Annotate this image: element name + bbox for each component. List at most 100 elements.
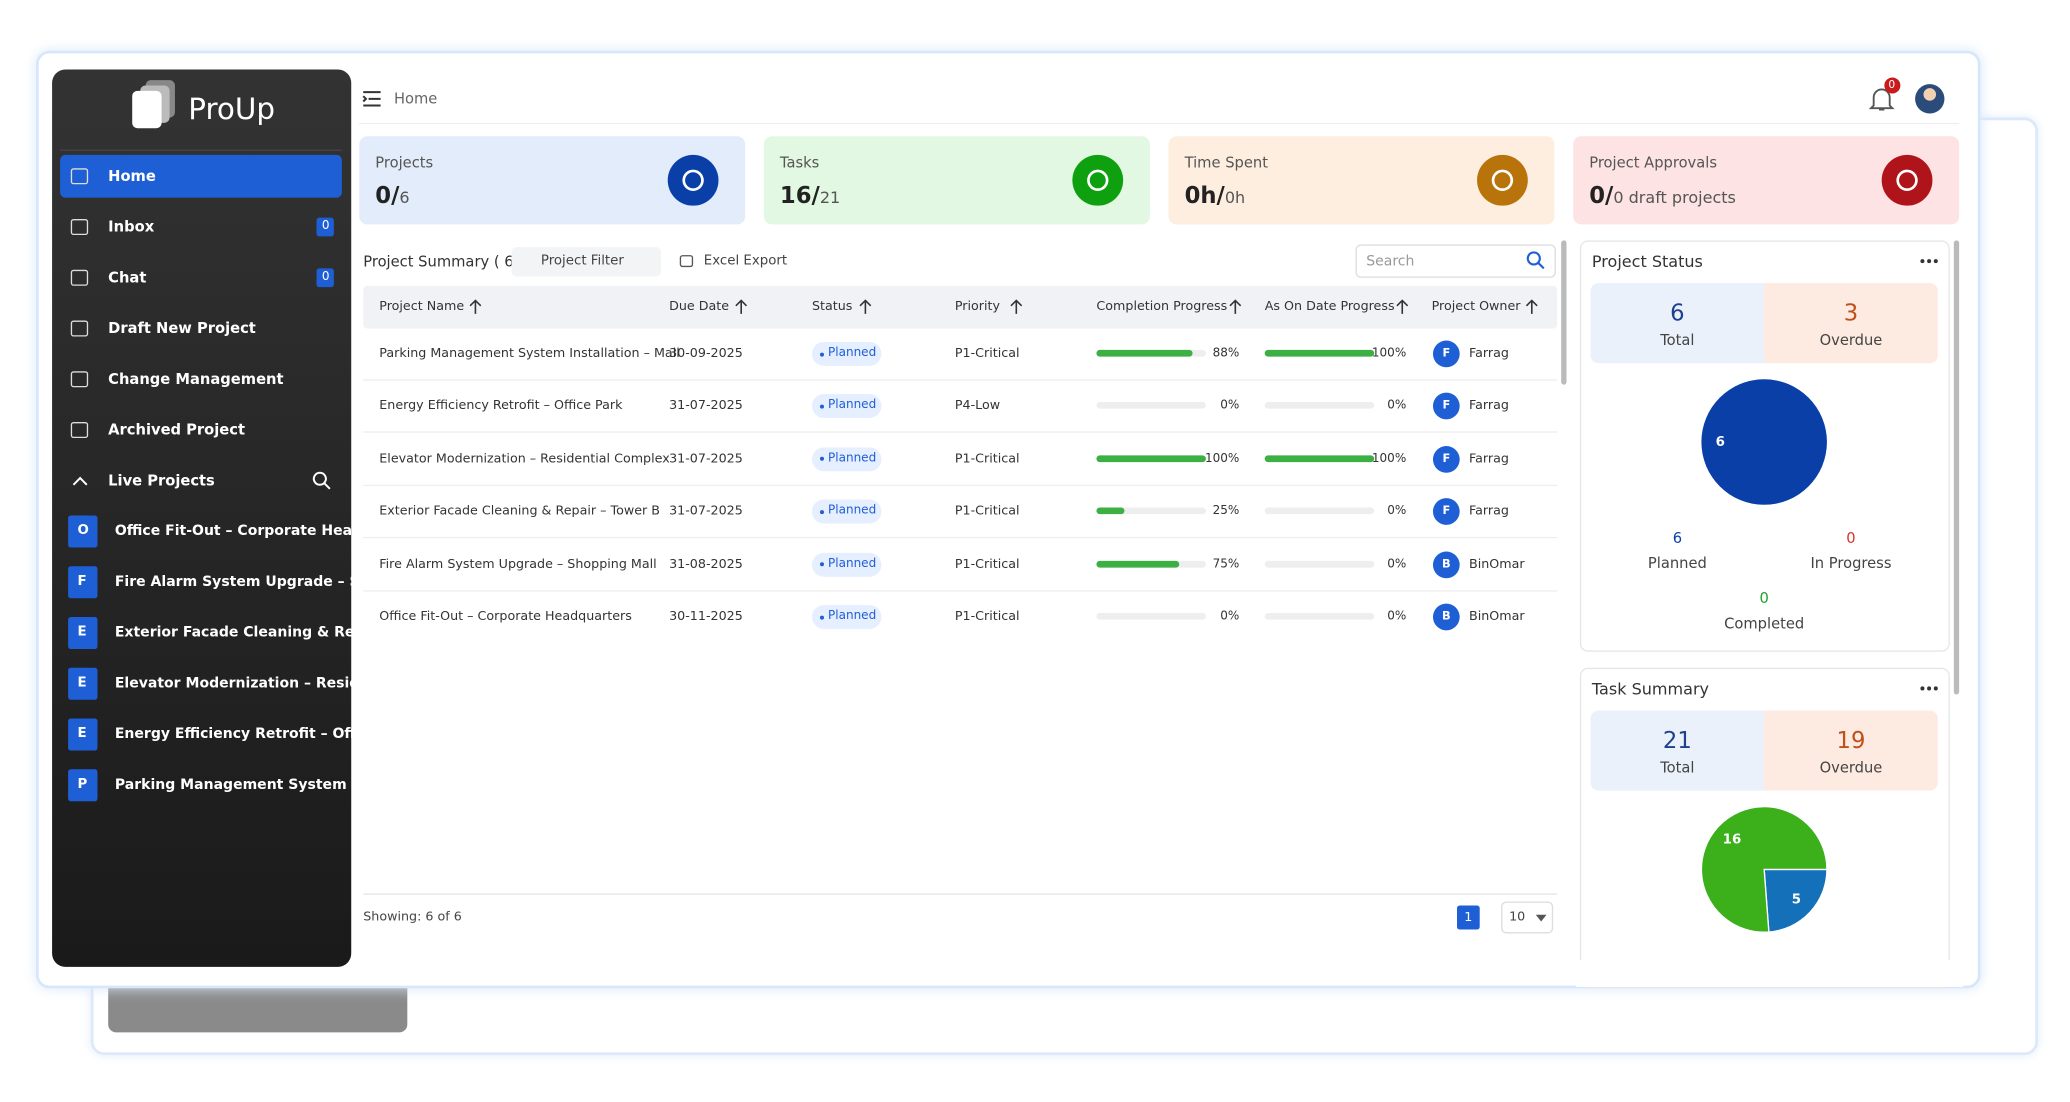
project-initial: P xyxy=(77,777,88,792)
column-header[interactable]: Priority xyxy=(954,299,1001,315)
showing: Showing: 6 of 6 xyxy=(363,909,462,925)
due-date: 31-08-2025 xyxy=(669,556,743,572)
avatar[interactable] xyxy=(1915,84,1945,114)
progress-label: 25% xyxy=(1212,505,1240,519)
collapse-icon[interactable] xyxy=(72,475,88,486)
column-header[interactable]: Project Owner xyxy=(1431,299,1521,315)
logo-icon xyxy=(132,90,162,129)
export-label[interactable]: Excel Export xyxy=(703,253,788,269)
card-icon xyxy=(667,154,719,206)
column-header[interactable]: As On Date Progress xyxy=(1264,299,1395,315)
live-project[interactable]: Elevator Modernization – Reside... xyxy=(114,675,385,692)
progress-fill xyxy=(1096,560,1179,568)
filter-label[interactable]: Project Filter xyxy=(540,253,624,269)
project-name[interactable]: Exterior Facade Cleaning & Repair – Towe… xyxy=(379,504,660,519)
progress-fill xyxy=(1264,349,1375,357)
nav-item[interactable]: Change Management xyxy=(108,370,284,388)
page-size-select xyxy=(1501,901,1554,934)
home-highlight xyxy=(60,154,342,198)
nav-item[interactable]: Chat xyxy=(108,269,147,287)
search-icon[interactable] xyxy=(312,471,332,490)
search-icon[interactable] xyxy=(1526,251,1545,270)
progress-track xyxy=(1264,612,1375,620)
nav-item[interactable]: Inbox xyxy=(108,218,155,236)
project-name[interactable]: Elevator Modernization – Residential Com… xyxy=(379,451,670,467)
status-dot xyxy=(819,509,824,514)
menu-icon[interactable] xyxy=(362,91,382,107)
sort-icon[interactable] xyxy=(1010,299,1023,314)
column-header[interactable]: Project Name xyxy=(379,299,465,315)
owner: BinOmar xyxy=(1469,556,1525,572)
brand: ProUp xyxy=(188,93,276,127)
card-value-done: 16/ xyxy=(779,182,820,210)
project-name[interactable]: Parking Management System Installation –… xyxy=(379,346,680,361)
menu-dot xyxy=(1920,259,1925,264)
row-divider xyxy=(363,431,1558,434)
column-header[interactable]: Status xyxy=(811,299,853,315)
overdue-label: Overdue xyxy=(1819,331,1883,350)
live-project[interactable]: Energy Efficiency Retrofit – Offic... xyxy=(114,726,385,743)
sort-icon[interactable] xyxy=(735,299,748,314)
arrow xyxy=(1396,299,1409,314)
column-header[interactable]: Due Date xyxy=(669,299,730,315)
project-name[interactable]: Energy Efficiency Retrofit – Office Park xyxy=(379,398,623,414)
live-project[interactable]: Fire Alarm System Upgrade – Sh... xyxy=(114,573,386,590)
project-initial: F xyxy=(77,574,87,589)
pie-slice xyxy=(1763,868,1828,933)
live-project[interactable]: Office Fit-Out – Corporate Head... xyxy=(114,523,379,540)
search-box xyxy=(1355,244,1556,278)
filter-button xyxy=(511,247,662,277)
project-initial-box xyxy=(68,718,98,751)
total-label: Total xyxy=(1660,759,1695,777)
nav-badge xyxy=(316,268,334,288)
nav-item[interactable]: Draft New Project xyxy=(108,319,256,338)
status: Planned xyxy=(827,451,877,466)
menu-dot xyxy=(1933,686,1938,691)
total-value: 21 xyxy=(1662,727,1692,755)
sort-icon[interactable] xyxy=(1229,299,1242,314)
pie-slice xyxy=(1701,379,1827,505)
progress-label: 0% xyxy=(1220,399,1240,414)
nav-icon xyxy=(70,219,89,236)
sort-icon[interactable] xyxy=(859,299,872,314)
progress-label: 0% xyxy=(1387,557,1407,572)
owner-avatar xyxy=(1432,445,1460,473)
priority: P1-Critical xyxy=(954,504,1020,519)
total-value: 6 xyxy=(1670,300,1685,328)
live-projects-title: Live Projects xyxy=(108,472,215,490)
project-name[interactable]: Fire Alarm System Upgrade – Shopping Mal… xyxy=(379,556,657,572)
live-project[interactable]: Exterior Facade Cleaning & Repa... xyxy=(114,624,390,641)
row-divider xyxy=(363,484,1558,486)
project-name[interactable]: Office Fit-Out – Corporate Headquarters xyxy=(379,609,632,625)
breadcrumb: Home xyxy=(393,90,438,108)
sort-icon[interactable] xyxy=(469,299,482,314)
live-project[interactable]: Parking Management System In... xyxy=(114,776,383,793)
project-initial: E xyxy=(77,625,87,640)
page-number[interactable]: 1 xyxy=(1464,910,1473,925)
owner-avatar xyxy=(1432,340,1460,368)
card-value: 0/0 draft projects xyxy=(1589,183,1736,210)
status-dot xyxy=(819,457,824,462)
progress-track xyxy=(1264,402,1375,410)
status-dot xyxy=(819,562,824,567)
nav-item[interactable]: Home xyxy=(108,167,156,185)
sort-icon[interactable] xyxy=(1525,299,1538,314)
arrow xyxy=(1229,299,1242,314)
nav-item[interactable]: Archived Project xyxy=(108,421,245,439)
project-initial: E xyxy=(77,726,87,742)
notification-badge xyxy=(1884,77,1901,94)
table-title: Project Summary ( 6 ) xyxy=(363,253,525,271)
page-size[interactable]: 10 xyxy=(1509,909,1526,925)
column-header[interactable]: Completion Progress xyxy=(1096,299,1228,315)
back-footer-block xyxy=(108,981,408,1033)
sort-icon[interactable] xyxy=(1396,299,1409,314)
notification-count: 0 xyxy=(1888,78,1896,91)
search-placeholder[interactable]: Search xyxy=(1366,253,1415,270)
legend-label: Completed xyxy=(1724,614,1805,633)
table-scrollbar xyxy=(1561,240,1567,385)
due-date: 31-07-2025 xyxy=(669,398,743,414)
status: Planned xyxy=(827,399,877,413)
owner: Farrag xyxy=(1469,504,1509,519)
pie-label: 5 xyxy=(1792,892,1801,907)
nav-icon xyxy=(70,371,89,388)
